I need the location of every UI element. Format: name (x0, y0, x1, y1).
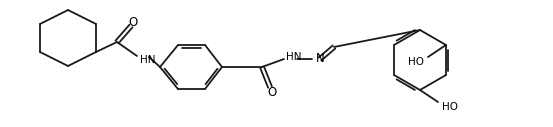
Text: O: O (267, 86, 276, 99)
Text: HN: HN (140, 55, 155, 65)
Text: N: N (316, 52, 325, 65)
Text: HN: HN (286, 52, 301, 62)
Text: HO: HO (442, 102, 458, 112)
Text: O: O (128, 15, 138, 28)
Text: HO: HO (408, 57, 424, 67)
